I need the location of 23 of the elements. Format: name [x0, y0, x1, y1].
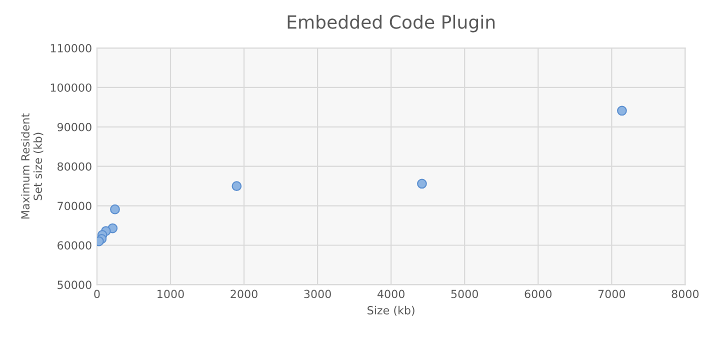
y-tick-label: 90000 — [57, 122, 92, 132]
y-tick-label: 110000 — [50, 44, 92, 52]
y-tick-label: 80000 — [58, 162, 92, 171]
x-tick-label: 5000 — [451, 290, 478, 298]
point — [617, 106, 627, 116]
y-tick-label: 100000 — [50, 83, 92, 92]
point — [417, 178, 427, 189]
x-axis-title: Size (kb) — [368, 306, 414, 316]
y-tick-label: 50000 — [58, 280, 92, 290]
x-tick-label: 1000 — [158, 290, 184, 298]
x-tick-label: 4000 — [377, 290, 404, 298]
y-tick-label: 60000 — [58, 241, 92, 250]
x-tick-label: 0 — [94, 290, 100, 298]
x-tick-label: 2000 — [230, 290, 258, 298]
y-axis-title: Maximum Resident Set size (kb) — [20, 113, 44, 219]
x-tick-label: 8000 — [672, 290, 699, 298]
x-tick-label: 3000 — [304, 290, 331, 298]
chart-title: Embedded Code Plugin — [288, 14, 495, 32]
x-tick-label: 6000 — [524, 290, 552, 298]
point — [232, 181, 242, 192]
x-tick-label: 7000 — [598, 290, 626, 298]
y-tick-label: 70000 — [58, 202, 92, 210]
point — [110, 204, 120, 214]
